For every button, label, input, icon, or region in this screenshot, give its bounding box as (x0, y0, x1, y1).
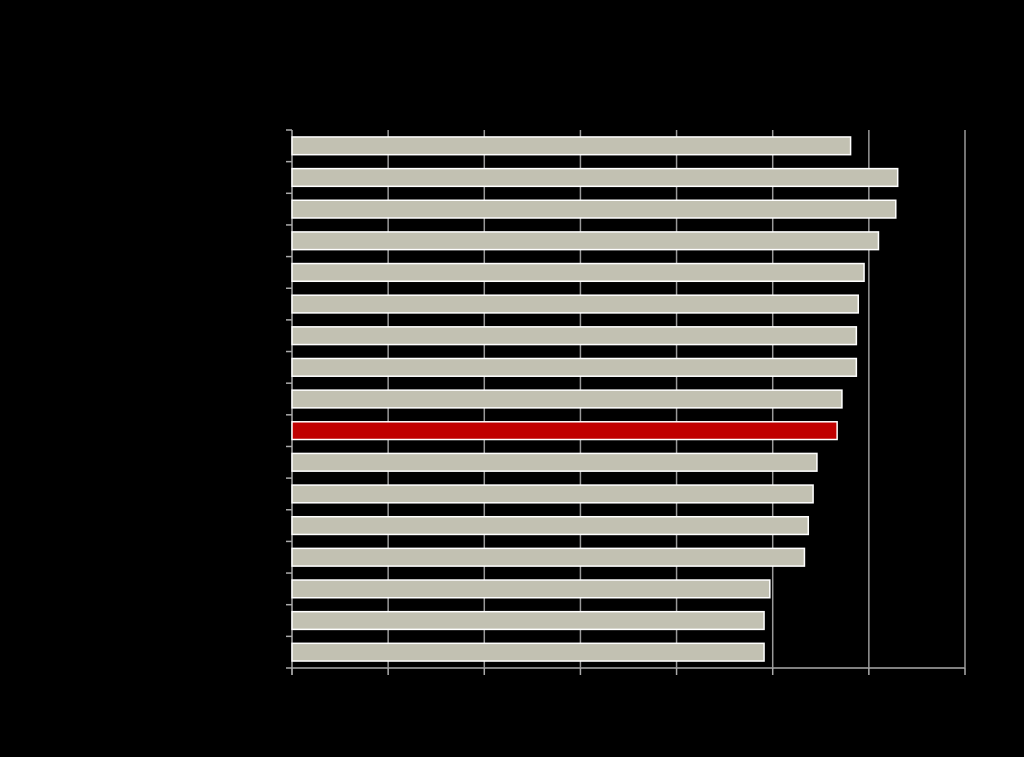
bar (291, 547, 806, 567)
bar (291, 199, 897, 219)
bar (291, 326, 858, 346)
bar (291, 231, 880, 251)
bar (291, 357, 858, 377)
bar (291, 262, 865, 283)
bar (291, 167, 899, 188)
bar (291, 136, 852, 156)
bar (291, 579, 771, 599)
bar (291, 610, 765, 631)
bar (291, 642, 765, 662)
bar (291, 484, 814, 504)
bar (291, 389, 843, 409)
bar (291, 452, 818, 472)
bar (291, 294, 860, 314)
bar (291, 515, 810, 536)
bar (291, 421, 838, 441)
